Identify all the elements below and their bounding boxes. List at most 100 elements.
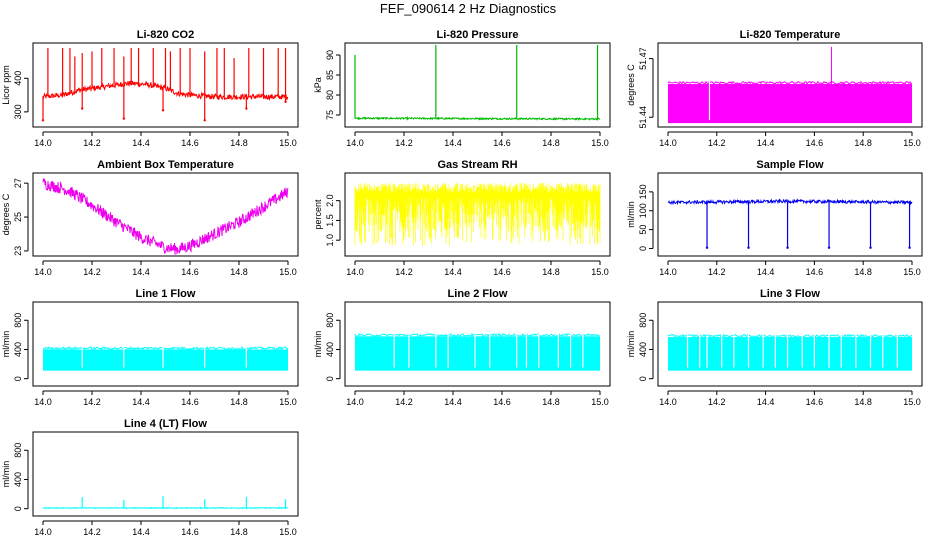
- x-tick-label: 14.2: [708, 267, 726, 277]
- y-tick-label: 0: [638, 246, 648, 251]
- data-dip-point: [705, 246, 709, 249]
- x-tick-label: 14.6: [181, 138, 199, 148]
- data-dip-point: [747, 246, 750, 249]
- y-tick-label: 400: [325, 342, 335, 357]
- x-tick-label: 14.2: [83, 138, 101, 148]
- plot-frame: [344, 172, 611, 257]
- y-axis-label: degrees C: [626, 64, 636, 106]
- y-tick-label: 100: [638, 203, 648, 218]
- y-tick-label: 2.0: [325, 194, 335, 207]
- x-tick-label: 14.4: [757, 397, 775, 407]
- y-axis-label: kPa: [313, 77, 323, 93]
- data-dip-point: [161, 109, 165, 112]
- y-tick-label: 0: [325, 376, 335, 381]
- y-tick-label: 80: [325, 90, 335, 100]
- x-tick-label: 14.4: [132, 527, 150, 537]
- data-layer: [667, 333, 913, 371]
- x-tick-label: 14.0: [34, 397, 52, 407]
- x-tick-label: 14.8: [854, 397, 872, 407]
- data-series: [354, 182, 601, 247]
- y-tick-label: 27: [13, 178, 23, 188]
- y-axis-label: ml/min: [1, 331, 11, 358]
- y-tick-label: 400: [13, 342, 23, 357]
- x-tick-label: 14.8: [542, 138, 560, 148]
- chart-panel-line2: Line 2 Flow 14.0 14.2 14.4 14.6 14.8 15.0 0 400 8…: [313, 288, 611, 407]
- y-tick-label: 90: [325, 50, 335, 60]
- y-tick-label: 400: [13, 472, 23, 487]
- panel-title: Gas Stream RH: [437, 159, 517, 171]
- x-tick-label: 14.0: [659, 138, 677, 148]
- x-tick-label: 14.8: [542, 397, 560, 407]
- plot-frame: [657, 172, 923, 257]
- y-axis-label: percent: [313, 199, 323, 230]
- x-tick-label: 15.0: [903, 138, 921, 148]
- x-tick-label: 14.0: [34, 527, 52, 537]
- x-tick-label: 14.2: [395, 138, 413, 148]
- data-dip-point: [245, 107, 248, 110]
- panel-title: Line 3 Flow: [760, 288, 820, 300]
- data-dip-point: [122, 117, 126, 120]
- plot-frame: [657, 42, 923, 128]
- chart-panel-line3: Line 3 Flow 14.0 14.2 14.4 14.6 14.8 15.0 0 400 8…: [626, 288, 923, 407]
- x-tick-label: 14.4: [444, 397, 462, 407]
- x-tick-label: 14.0: [34, 138, 52, 148]
- y-tick-label: 800: [638, 313, 648, 328]
- data-layer: [667, 46, 912, 124]
- y-tick-label: 800: [13, 313, 23, 328]
- chart-panel-pressure: Li-820 Pressure 14.0 14.2 14.4 14.6 14.8 15.0 7…: [313, 29, 611, 148]
- plot-frame: [344, 42, 611, 128]
- x-tick-label: 14.2: [395, 267, 413, 277]
- x-tick-label: 14.8: [230, 267, 248, 277]
- data-layer: [667, 198, 913, 249]
- x-tick-label: 14.0: [659, 397, 677, 407]
- data-dip-point: [41, 119, 45, 122]
- x-tick-label: 15.0: [903, 267, 921, 277]
- band-top-edge: [667, 333, 913, 339]
- data-dip-point: [908, 246, 911, 249]
- band-top-edge: [667, 80, 912, 86]
- y-tick-label: 150: [638, 184, 648, 199]
- x-tick-label: 14.4: [757, 267, 775, 277]
- y-axis-label: ml/min: [1, 461, 11, 488]
- band-top-edge: [42, 345, 289, 351]
- x-tick-label: 14.2: [83, 267, 101, 277]
- chart-panel-box-temp: Ambient Box Temperature 14.0 14.2 14.4 14.6 1…: [1, 159, 299, 277]
- y-tick-label: 25: [13, 212, 23, 222]
- chart-panel-co2: Li-820 CO2 14.0 14.2 14.4 14.6 14.8 15.0 300 400…: [1, 29, 299, 148]
- x-tick-label: 14.4: [757, 138, 775, 148]
- y-tick-label: 0: [13, 506, 23, 511]
- x-tick-label: 14.4: [444, 267, 462, 277]
- x-tick-label: 14.8: [230, 527, 248, 537]
- plot-frame: [32, 431, 299, 517]
- y-axis-label: ml/min: [313, 331, 323, 358]
- data-layer: [354, 182, 601, 247]
- data-dip-point: [827, 246, 831, 249]
- chart-panel-gas-rh: Gas Stream RH 14.0 14.2 14.4 14.6 14.8 15.0 1.0…: [313, 159, 611, 277]
- y-axis-label: Licor ppm: [1, 65, 11, 105]
- data-dip-point: [869, 246, 872, 249]
- plot-frame: [344, 301, 611, 387]
- panel-title: Ambient Box Temperature: [97, 159, 234, 171]
- x-tick-label: 14.2: [708, 138, 726, 148]
- x-tick-label: 14.0: [346, 138, 364, 148]
- y-axis-label: degrees C: [1, 193, 11, 235]
- plot-frame: [32, 42, 299, 128]
- y-tick-label: 0: [13, 376, 23, 381]
- figure-title: FEF_090614 2 Hz Diagnostics: [379, 1, 557, 16]
- x-tick-label: 14.2: [83, 527, 101, 537]
- panel-title: Line 2 Flow: [448, 288, 508, 300]
- x-tick-label: 14.6: [806, 138, 824, 148]
- panel-title: Li-820 Pressure: [437, 29, 519, 41]
- y-tick-label: 800: [13, 443, 23, 458]
- panel-title: Sample Flow: [756, 159, 824, 171]
- x-tick-label: 14.6: [493, 138, 511, 148]
- data-series: [42, 506, 289, 510]
- x-tick-label: 15.0: [903, 397, 921, 407]
- data-layer: [354, 45, 601, 121]
- panel-title: Line 1 Flow: [136, 288, 196, 300]
- x-tick-label: 15.0: [591, 138, 609, 148]
- x-tick-label: 14.4: [132, 267, 150, 277]
- data-dip-point: [786, 246, 789, 249]
- chart-panel-sample-flow: Sample Flow 14.0 14.2 14.4 14.6 14.8 15.0 0 50 10…: [626, 159, 923, 277]
- data-layer: [42, 496, 289, 510]
